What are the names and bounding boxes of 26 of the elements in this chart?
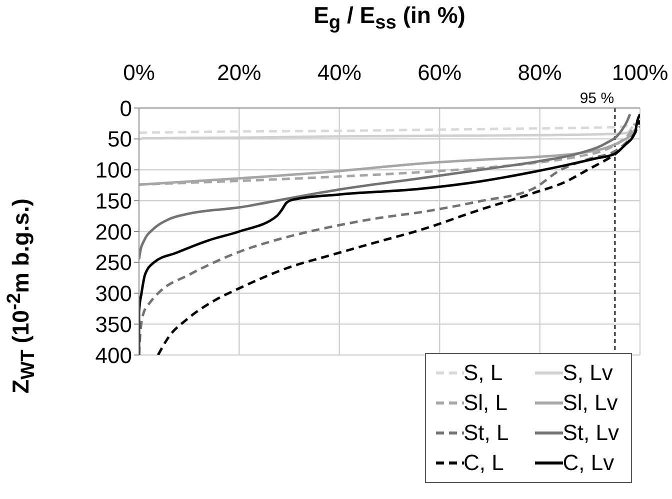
x-axis-title: E$_{g}$ / E$_{ss}$ (in %) (312, 2, 466, 35)
y-tick-label: 100 (95, 158, 132, 183)
x-tick-label: 40% (317, 60, 362, 85)
legend-label: St, Lv (562, 419, 619, 447)
x-tick-label: 80% (518, 60, 562, 85)
legend-label: Sl, L (464, 389, 508, 417)
y-tick-label: 0 (120, 96, 132, 121)
legend-label: C, L (464, 449, 504, 477)
line-series (139, 112, 632, 261)
y-tick-label: 350 (95, 312, 132, 337)
y-tick-label: 50 (108, 126, 132, 152)
y-tick-label: 250 (95, 250, 132, 276)
legend-label: C, Lv (562, 449, 614, 477)
legend-label: S, L (464, 359, 503, 387)
legend-label: St, L (464, 419, 509, 447)
ref-line-label: 95 % (580, 90, 614, 107)
y-tick-label: 400 (95, 342, 132, 368)
x-tick-label: 60% (418, 60, 462, 85)
legend-label: S, Lv (562, 359, 613, 387)
legend-label: Sl, Lv (562, 389, 618, 417)
y-tick-label: 200 (95, 219, 132, 244)
y-tick-label: 150 (95, 188, 132, 214)
x-tick-label: 20% (217, 60, 262, 85)
x-tick-label: 100% (612, 60, 668, 85)
y-tick-label: 300 (95, 281, 132, 306)
x-tick-label: 0% (123, 60, 155, 85)
